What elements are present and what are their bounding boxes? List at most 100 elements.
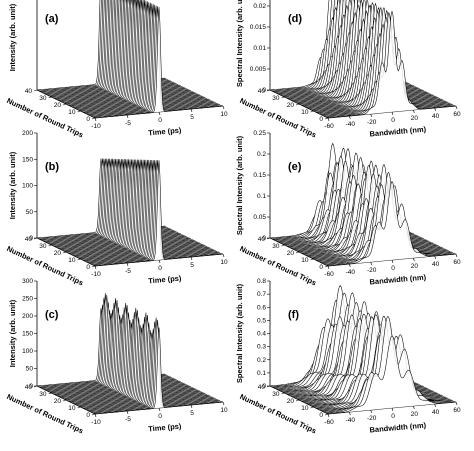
z-tick-label: 150 — [22, 331, 33, 338]
z-tick-label: 0.6 — [257, 304, 266, 311]
y-tick-label: 40 — [25, 88, 33, 95]
y-tick-label: 20 — [287, 398, 295, 405]
y-tick-label: 10 — [68, 405, 76, 412]
x-tick-label: 5 — [190, 262, 194, 269]
y-tick-label: 10 — [68, 257, 76, 264]
x-tick-label: 0 — [391, 413, 395, 420]
x-tick-label: 10 — [220, 407, 228, 414]
z-tick-label: 0 — [262, 87, 266, 94]
z-axis-label: Intensity (arb. unit) — [8, 3, 17, 71]
z-tick-label: 0.2 — [257, 357, 266, 364]
z-tick-label: 0.2 — [257, 151, 266, 158]
x-tick-label: 20 — [411, 115, 419, 122]
y-tick-label: 0 — [319, 264, 323, 271]
x-tick-label: 20 — [411, 411, 419, 418]
y-tick-label: 40 — [25, 384, 33, 391]
waterfall-traces — [36, 293, 224, 415]
x-axis-label: Bandwidth (nm) — [369, 421, 427, 435]
round-trip-trace — [94, 6, 224, 119]
x-tick-label: 60 — [453, 259, 461, 266]
x-tick-label: -20 — [367, 119, 377, 126]
x-tick-label: -60 — [324, 271, 334, 278]
waterfall-traces — [269, 142, 457, 267]
y-tick-label: 40 — [25, 236, 33, 243]
waterfall-traces — [36, 158, 224, 267]
x-tick-label: 0 — [158, 265, 162, 272]
z-axis-label: Spectral Intensity (arb. unit) — [235, 135, 244, 235]
z-tick-label: 50 — [26, 209, 34, 216]
x-axis-label: Time (ps) — [148, 126, 182, 138]
x-tick-label: 0 — [391, 117, 395, 124]
x-tick-label: 0 — [158, 117, 162, 124]
z-tick-label: 0.15 — [253, 172, 266, 179]
z-tick-label: 0.1 — [257, 370, 266, 377]
y-tick-label: 20 — [54, 398, 62, 405]
z-tick-label: 0.5 — [257, 317, 266, 324]
z-tick-label: 0.005 — [250, 66, 267, 73]
x-tick-label: 10 — [220, 111, 228, 118]
y-tick-label: 40 — [258, 236, 266, 243]
y-tick-label: 10 — [301, 109, 309, 116]
y-tick-label: 40 — [258, 384, 266, 391]
y-tick-label: 20 — [287, 250, 295, 257]
y-tick-label: 20 — [287, 102, 295, 109]
waterfall-traces — [269, 285, 457, 415]
z-axis-label: Spectral Intensity (arb. unit) — [235, 283, 244, 383]
z-tick-label: 100 — [22, 183, 33, 190]
x-tick-label: 20 — [411, 263, 419, 270]
z-axis-label: Intensity (arb. unit) — [8, 299, 17, 367]
y-tick-label: 10 — [301, 257, 309, 264]
y-tick-label: 40 — [258, 88, 266, 95]
x-tick-label: -20 — [367, 267, 377, 274]
y-tick-label: 0 — [319, 116, 323, 123]
x-tick-label: 5 — [190, 410, 194, 417]
x-tick-label: -5 — [125, 268, 131, 275]
x-tick-label: 10 — [220, 259, 228, 266]
z-tick-label: 200 — [22, 313, 33, 320]
z-tick-label: 100 — [22, 348, 33, 355]
x-tick-label: 5 — [190, 114, 194, 121]
z-tick-label: 50 — [26, 366, 34, 373]
panel-label: (f) — [288, 309, 299, 321]
panel-f: 0 0.1 0.2 0.3 0.4 0.5 0.6 0.7 0.8 Spectral Intens… — [235, 278, 461, 435]
y-tick-label: 0 — [319, 412, 323, 419]
round-trip-trace — [94, 327, 224, 415]
x-tick-label: -60 — [324, 123, 334, 130]
z-tick-label: 0.01 — [253, 45, 266, 52]
panel-e: 0 0.05 0.1 0.15 0.2 0.25 Spectral Intensity (a… — [235, 130, 461, 287]
z-tick-label: 0 — [29, 235, 33, 242]
z-tick-label: 0 — [262, 383, 266, 390]
y-tick-label: 20 — [54, 102, 62, 109]
x-tick-label: 0 — [158, 413, 162, 420]
x-axis-label: Bandwidth (nm) — [369, 125, 427, 139]
x-axis-label: Time (ps) — [148, 422, 182, 434]
y-tick-label: 30 — [272, 243, 280, 250]
y-tick-label: 30 — [39, 243, 47, 250]
x-tick-label: -10 — [91, 271, 101, 278]
x-tick-label: -10 — [91, 123, 101, 130]
z-tick-label: 0.25 — [253, 130, 266, 137]
x-tick-label: 0 — [391, 265, 395, 272]
z-tick-label: 300 — [22, 278, 33, 285]
panel-label: (c) — [45, 309, 59, 321]
y-tick-label: 30 — [39, 95, 47, 102]
z-tick-label: 0.05 — [253, 214, 266, 221]
z-tick-label: 0.02 — [253, 3, 266, 10]
x-tick-label: 60 — [453, 407, 461, 414]
z-tick-label: 0.015 — [250, 24, 267, 31]
y-tick-label: 30 — [272, 95, 280, 102]
panel-label: (a) — [45, 13, 59, 25]
panel-label: (b) — [45, 161, 59, 173]
z-axis-label: Intensity (arb. unit) — [8, 151, 17, 219]
z-tick-label: 0.1 — [257, 193, 266, 200]
y-tick-label: 20 — [54, 250, 62, 257]
x-tick-label: -5 — [125, 416, 131, 423]
x-tick-label: 60 — [453, 111, 461, 118]
z-tick-label: 0.8 — [257, 278, 266, 285]
x-tick-label: -20 — [367, 415, 377, 422]
z-tick-label: 200 — [22, 130, 33, 137]
